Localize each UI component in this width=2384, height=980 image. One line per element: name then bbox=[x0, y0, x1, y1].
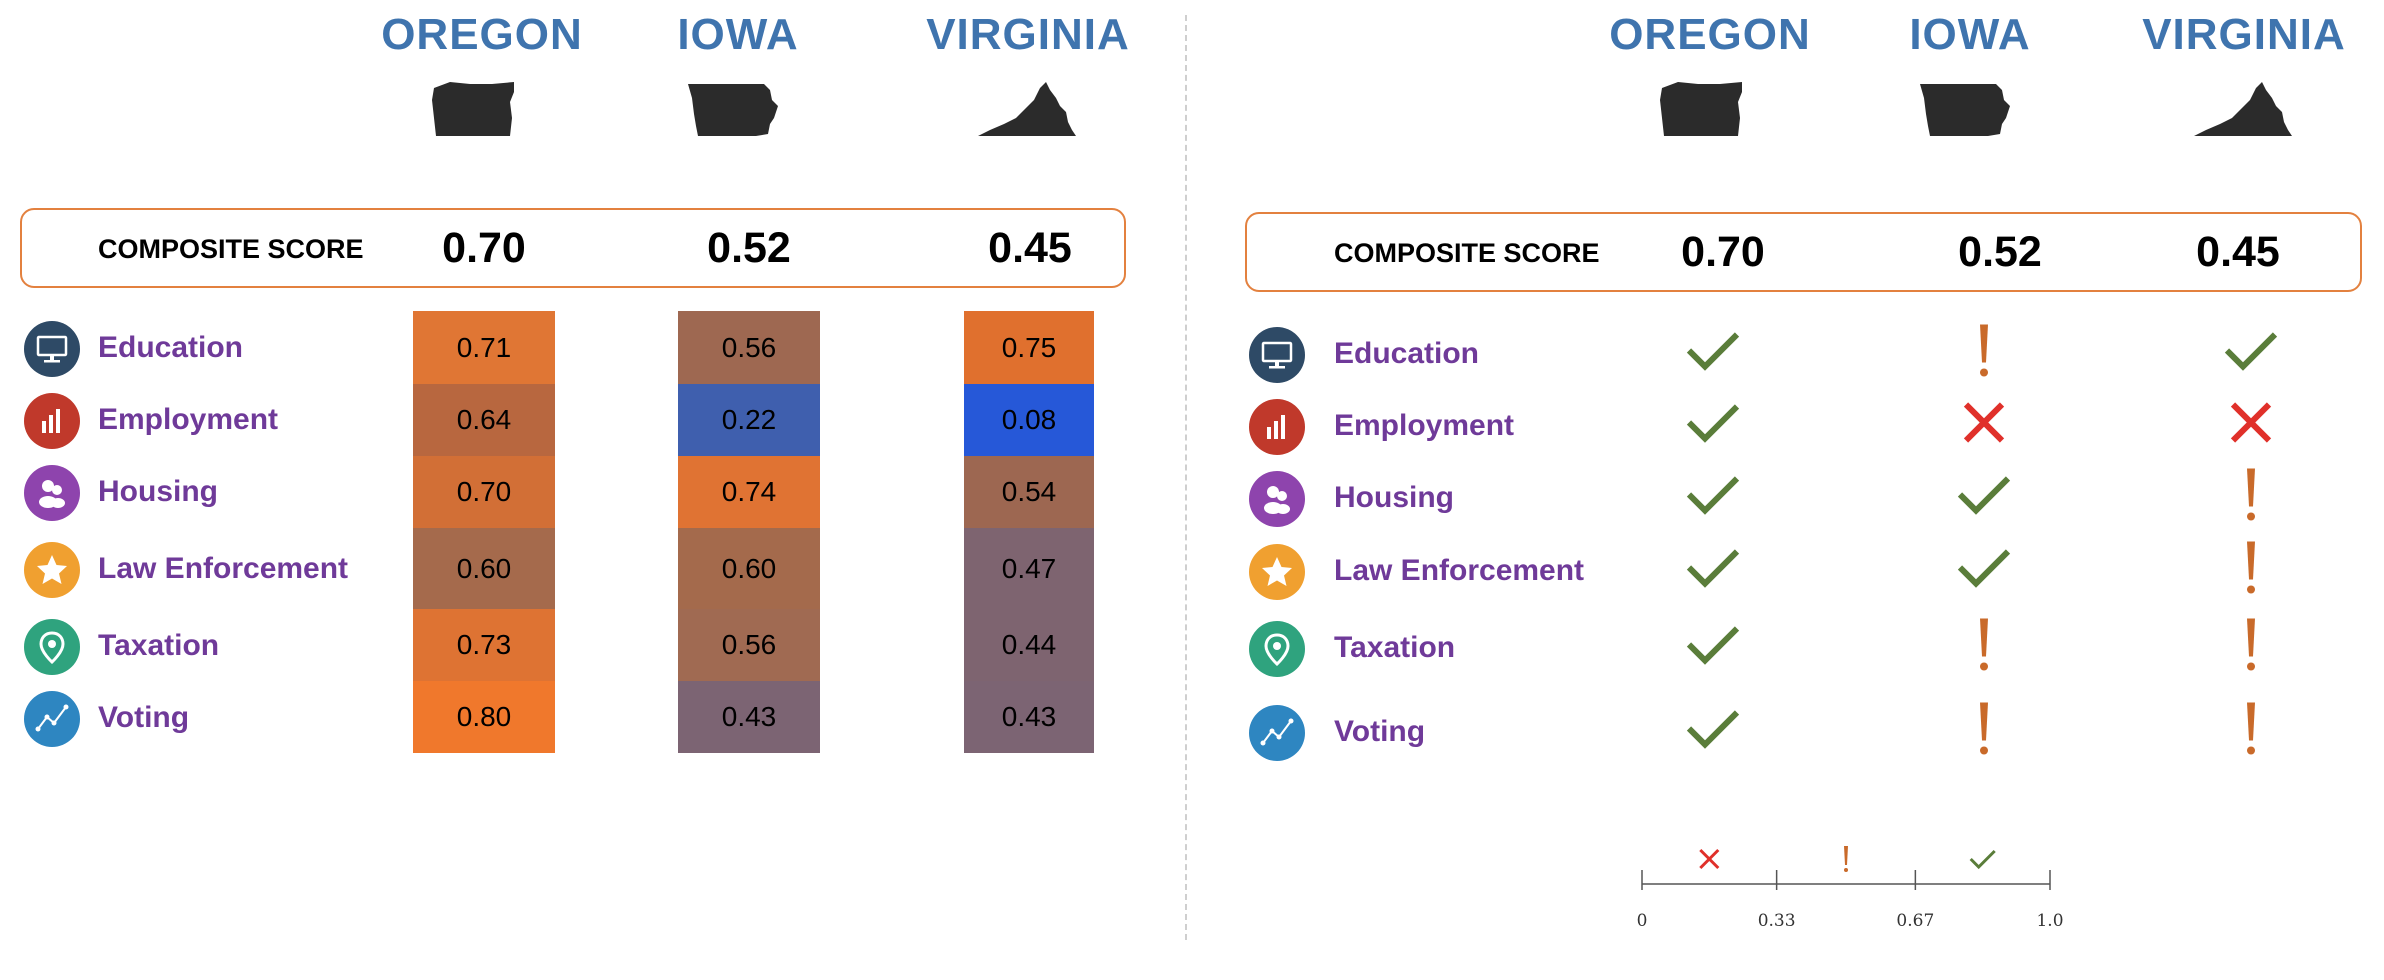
heatmap-cell: 0.60 bbox=[678, 528, 820, 609]
heatmap-cell: 0.80 bbox=[413, 681, 555, 753]
legend-exclamation-icon bbox=[1844, 846, 1848, 872]
left-category-label-employment: Employment bbox=[98, 403, 279, 436]
left-star-icon bbox=[24, 542, 80, 598]
left-location-pin-icon bbox=[24, 619, 80, 675]
left-iowa-map-icon bbox=[688, 84, 778, 136]
heatmap-cell: 0.08 bbox=[964, 384, 1094, 456]
heatmap-cell: 0.44 bbox=[964, 609, 1094, 681]
right-state-name-virginia: VIRGINIA bbox=[2142, 10, 2346, 59]
check-icon bbox=[1683, 615, 1743, 680]
right-iowa-map-icon bbox=[1920, 84, 2010, 136]
legend-tick-label: 1.0 bbox=[2036, 911, 2063, 931]
left-category-label-voting: Voting bbox=[98, 701, 190, 734]
right-composite-value-iowa: 0.52 bbox=[1958, 228, 2042, 276]
exclamation-icon bbox=[2221, 615, 2281, 680]
heatmap-cell: 0.47 bbox=[964, 528, 1094, 609]
check-icon bbox=[1683, 538, 1743, 603]
right-category-label-education: Education bbox=[1334, 337, 1480, 370]
exclamation-icon bbox=[2221, 465, 2281, 530]
right-composite-label: COMPOSITE SCORE bbox=[1334, 238, 1600, 268]
heatmap-cell: 0.60 bbox=[413, 528, 555, 609]
check-icon bbox=[1683, 699, 1743, 764]
left-category-label-housing: Housing bbox=[98, 475, 218, 508]
heatmap-cell: 0.71 bbox=[413, 311, 555, 384]
right-trend-line-icon bbox=[1249, 705, 1305, 761]
check-icon bbox=[1683, 321, 1743, 386]
check-icon bbox=[1954, 538, 2014, 603]
left-composite-box bbox=[20, 208, 1126, 288]
right-monitor-icon bbox=[1249, 327, 1305, 383]
heatmap-cell: 0.70 bbox=[413, 456, 555, 528]
panel-divider bbox=[1185, 15, 1187, 940]
cross-icon bbox=[2221, 393, 2281, 458]
right-category-label-taxation: Taxation bbox=[1334, 631, 1456, 664]
exclamation-icon bbox=[1954, 321, 2014, 386]
right-category-label-voting: Voting bbox=[1334, 715, 1426, 748]
exclamation-icon bbox=[1954, 699, 2014, 764]
left-category-label-law-enforcement: Law Enforcement bbox=[98, 552, 349, 585]
right-bar-chart-icon bbox=[1249, 399, 1305, 455]
heatmap-cell: 0.22 bbox=[678, 384, 820, 456]
left-trend-line-icon bbox=[24, 691, 80, 747]
right-composite-value-oregon: 0.70 bbox=[1681, 228, 1765, 276]
right-people-icon bbox=[1249, 471, 1305, 527]
right-location-pin-icon bbox=[1249, 621, 1305, 677]
heatmap-cell: 0.74 bbox=[678, 456, 820, 528]
check-icon bbox=[1954, 465, 2014, 530]
heatmap-cell: 0.56 bbox=[678, 311, 820, 384]
check-icon bbox=[1683, 393, 1743, 458]
exclamation-icon bbox=[2221, 699, 2281, 764]
left-category-label-taxation: Taxation bbox=[98, 629, 220, 662]
cross-icon bbox=[1954, 393, 2014, 458]
exclamation-icon bbox=[1954, 615, 2014, 680]
legend-check-icon bbox=[1969, 849, 1996, 870]
left-composite-label: COMPOSITE SCORE bbox=[98, 234, 364, 264]
right-star-icon bbox=[1249, 544, 1305, 600]
heatmap-cell: 0.43 bbox=[964, 681, 1094, 753]
right-state-name-oregon: OREGON bbox=[1609, 10, 1811, 59]
right-composite-box bbox=[1245, 212, 2362, 292]
left-state-name-iowa: IOWA bbox=[677, 10, 799, 59]
left-composite-value-oregon: 0.70 bbox=[442, 224, 526, 272]
left-composite-value-iowa: 0.52 bbox=[707, 224, 791, 272]
heatmap-cell: 0.73 bbox=[413, 609, 555, 681]
heatmap-cell: 0.43 bbox=[678, 681, 820, 753]
heatmap-cell: 0.56 bbox=[678, 609, 820, 681]
left-virginia-map-icon bbox=[978, 82, 1076, 136]
check-icon bbox=[1683, 465, 1743, 530]
legend-tick-label: 0.33 bbox=[1758, 911, 1796, 931]
left-state-name-oregon: OREGON bbox=[381, 10, 583, 59]
exclamation-icon bbox=[2221, 538, 2281, 603]
legend-cross-icon bbox=[1699, 848, 1720, 870]
left-oregon-map-icon bbox=[432, 82, 514, 136]
legend-tick-label: 0.67 bbox=[1896, 911, 1934, 931]
right-oregon-map-icon bbox=[1660, 82, 1742, 136]
check-icon bbox=[2221, 321, 2281, 386]
right-category-label-housing: Housing bbox=[1334, 481, 1454, 514]
heatmap-cell: 0.54 bbox=[964, 456, 1094, 528]
left-people-icon bbox=[24, 465, 80, 521]
left-monitor-icon bbox=[24, 321, 80, 377]
right-category-label-law-enforcement: Law Enforcement bbox=[1334, 554, 1585, 587]
right-state-name-iowa: IOWA bbox=[1909, 10, 2031, 59]
legend-scale: 0 0.33 0.67 1.0 bbox=[1637, 846, 2064, 931]
right-category-label-employment: Employment bbox=[1334, 409, 1515, 442]
heatmap-cell: 0.64 bbox=[413, 384, 555, 456]
legend-tick-label: 0 bbox=[1637, 911, 1648, 931]
left-state-name-virginia: VIRGINIA bbox=[926, 10, 1130, 59]
right-virginia-map-icon bbox=[2194, 82, 2292, 136]
right-composite-value-virginia: 0.45 bbox=[2196, 228, 2280, 276]
heatmap-cell: 0.75 bbox=[964, 311, 1094, 384]
left-composite-value-virginia: 0.45 bbox=[988, 224, 1072, 272]
left-bar-chart-icon bbox=[24, 393, 80, 449]
left-category-label-education: Education bbox=[98, 331, 244, 364]
